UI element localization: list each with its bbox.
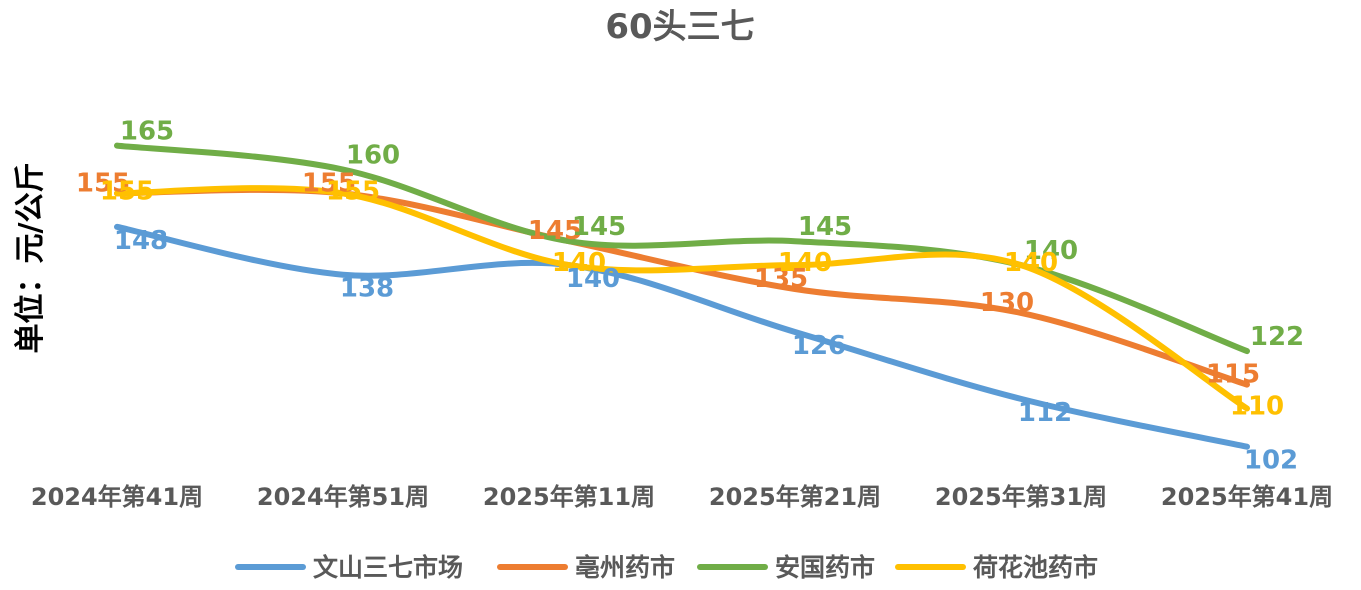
data-label: 130 (980, 288, 1034, 318)
legend-label: 荷花池药市 (973, 553, 1098, 582)
x-tick-label: 2025年第11周 (483, 483, 655, 511)
legend-label: 文山三七市场 (313, 553, 463, 582)
data-label: 160 (346, 141, 400, 171)
data-label: 145 (572, 212, 626, 242)
data-label: 155 (100, 176, 154, 206)
legend-item: 亳州药市 (497, 553, 675, 582)
series-line (114, 185, 1250, 412)
data-label: 145 (528, 216, 582, 246)
x-tick-label: 2025年第41周 (1161, 483, 1333, 511)
legend: 文山三七市场 亳州药市 安国药市 荷花池药市 (235, 553, 1098, 582)
series-line (114, 186, 1250, 388)
series-line (114, 223, 1250, 450)
data-label: 138 (340, 274, 394, 304)
data-label: 148 (114, 226, 168, 256)
data-label: 135 (754, 264, 808, 294)
data-label: 102 (1244, 446, 1298, 476)
data-label: 126 (792, 331, 846, 361)
data-label: 140 (778, 248, 832, 278)
legend-item: 安国药市 (697, 553, 875, 582)
data-label: 110 (1230, 392, 1284, 422)
data-label: 165 (120, 117, 174, 147)
data-label: 140 (1004, 248, 1058, 278)
legend-label: 安国药市 (775, 553, 875, 582)
x-tick-label: 2024年第41周 (31, 483, 203, 511)
data-label: 155 (326, 176, 380, 206)
data-label: 122 (1250, 322, 1304, 352)
data-label: 140 (552, 248, 606, 278)
data-label: 140 (1024, 236, 1078, 266)
legend-item: 荷花池药市 (895, 553, 1098, 582)
data-label: 155 (302, 168, 356, 198)
x-tick-label: 2024年第51周 (257, 483, 429, 511)
legend-label: 亳州药市 (575, 553, 675, 582)
data-label: 145 (798, 212, 852, 242)
data-label: 140 (566, 264, 620, 294)
legend-item: 文山三七市场 (235, 553, 463, 582)
x-tick-label: 2025年第21周 (709, 483, 881, 511)
series-lines (114, 142, 1250, 450)
data-label: 115 (1206, 360, 1260, 390)
data-label: 112 (1018, 398, 1072, 428)
x-axis-ticks: 2024年第41周 2024年第51周 2025年第11周 2025年第21周 2025… (31, 483, 1333, 511)
x-tick-label: 2025年第31周 (935, 483, 1107, 511)
series-line (114, 142, 1250, 355)
data-label: 155 (76, 168, 130, 198)
chart-title: 60头三七 (605, 7, 754, 47)
y-axis-label: 单位：元/公斤 (13, 163, 48, 354)
